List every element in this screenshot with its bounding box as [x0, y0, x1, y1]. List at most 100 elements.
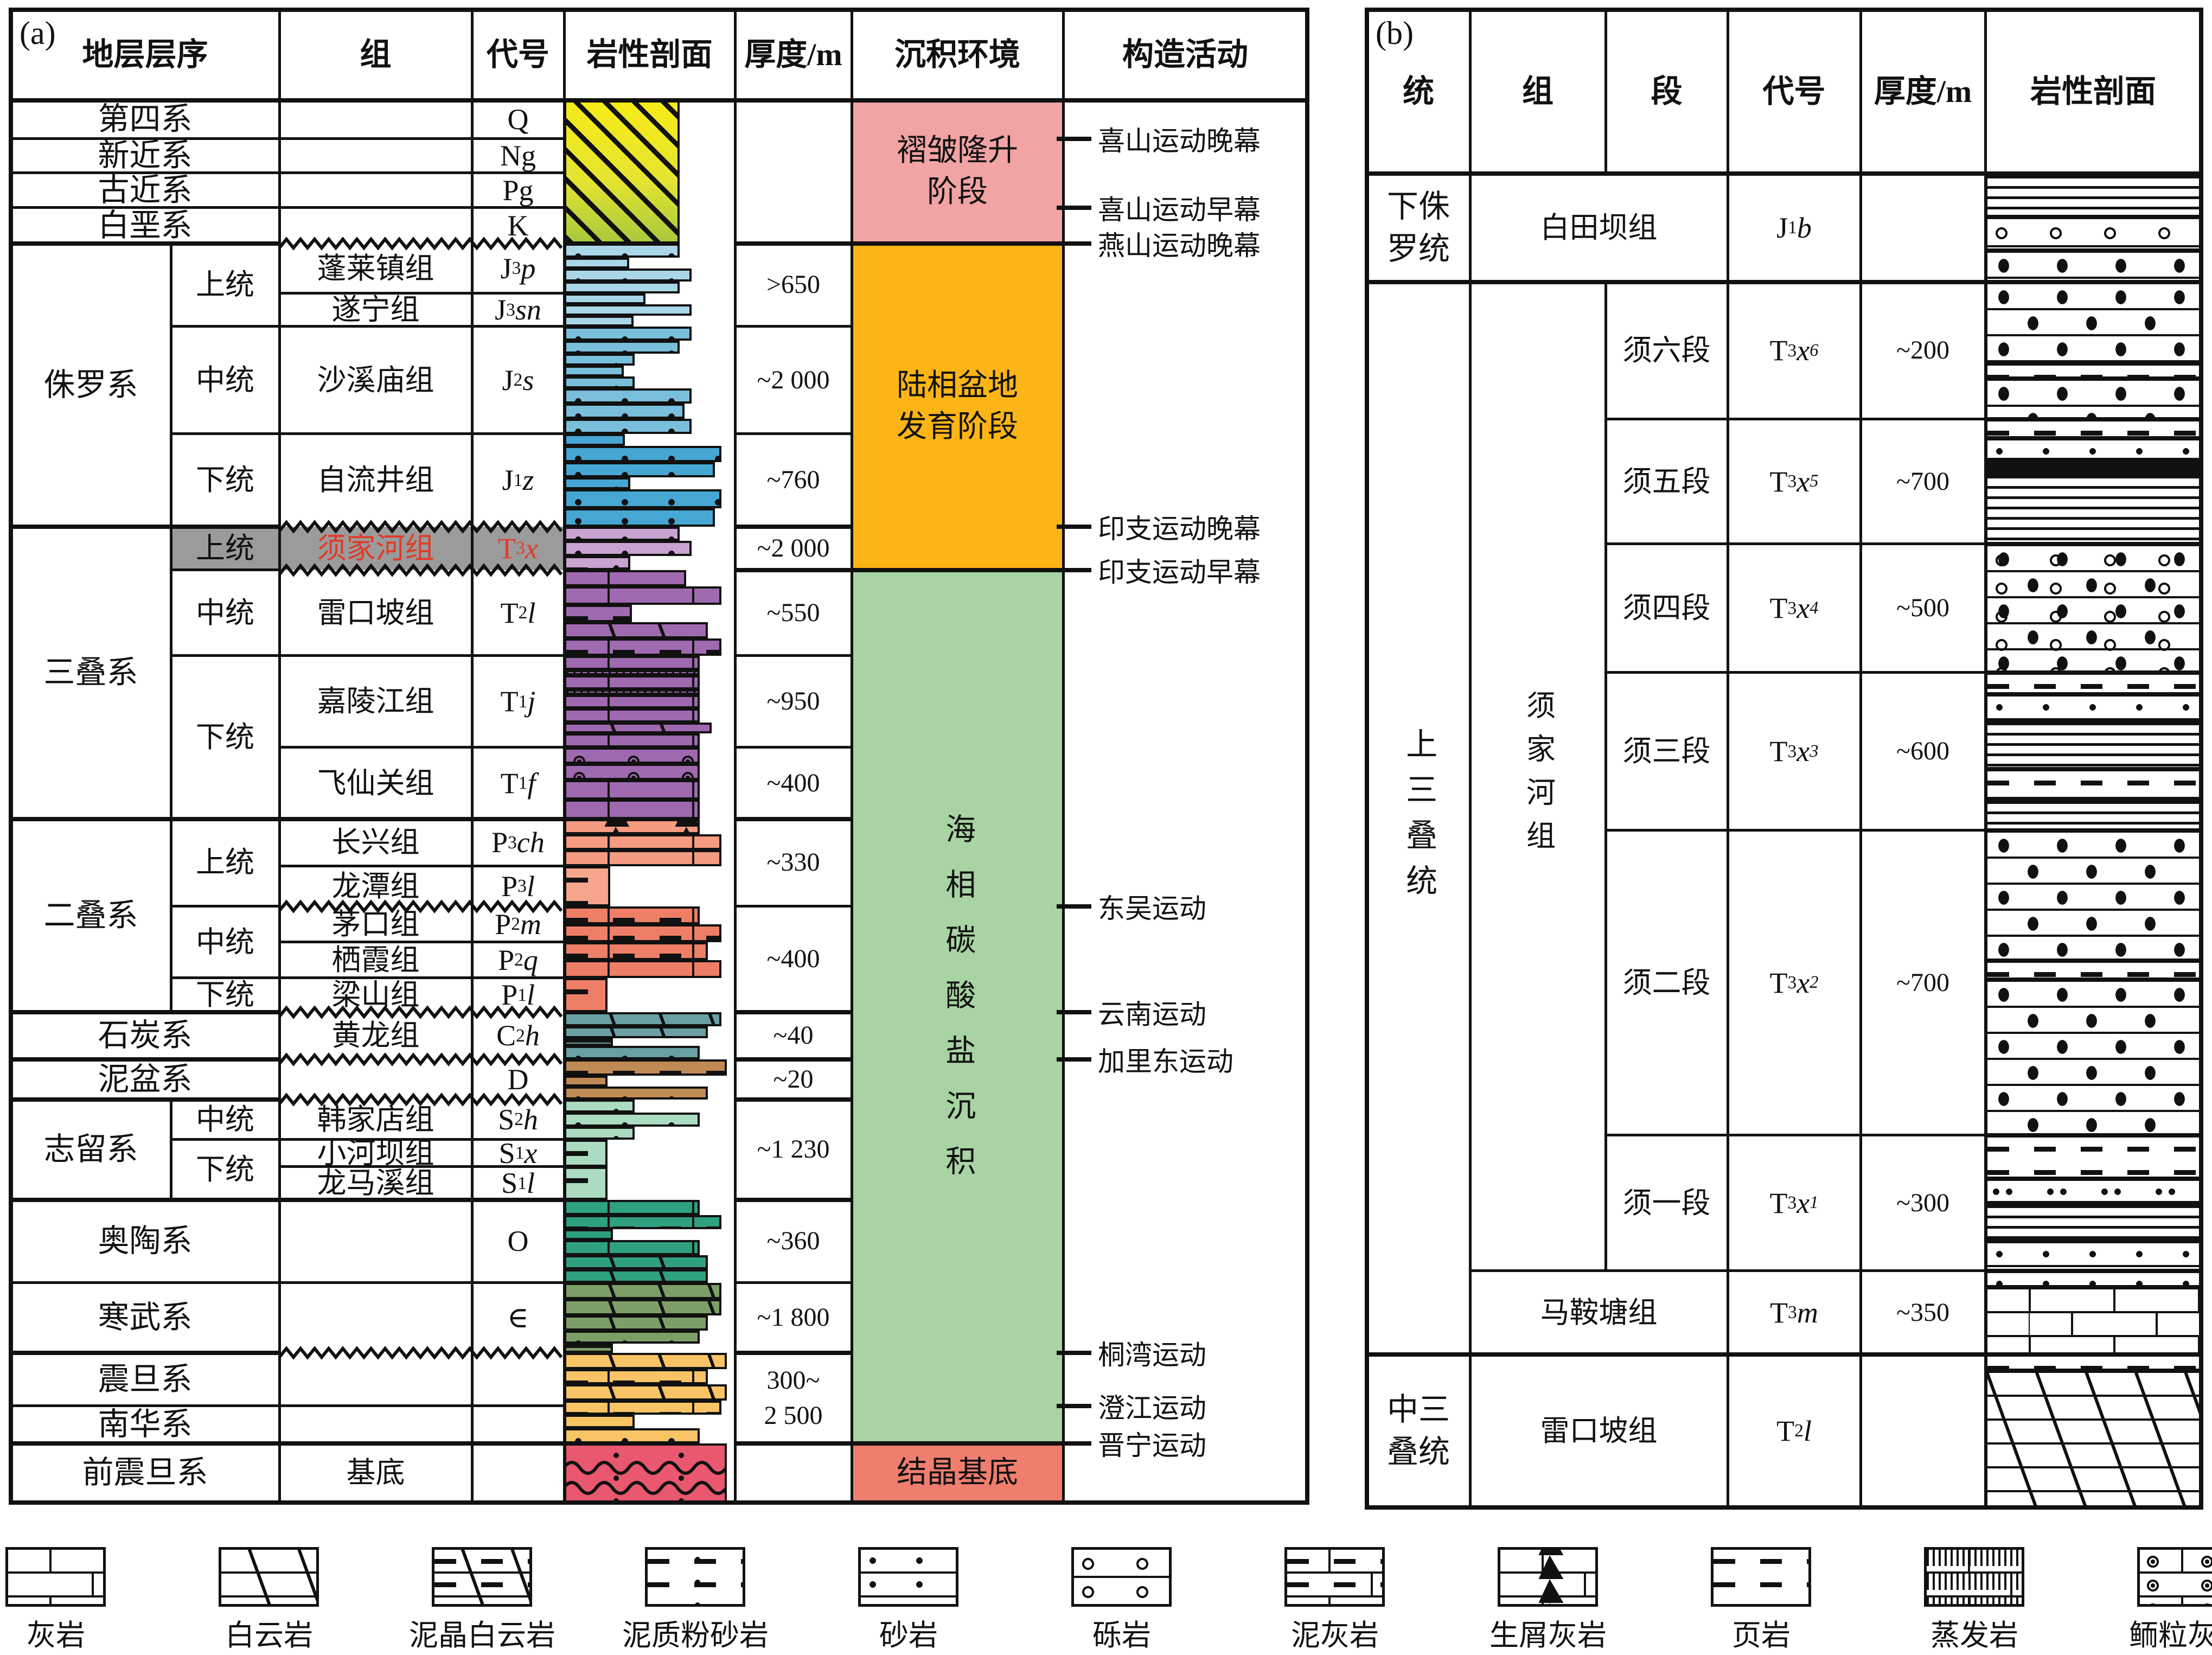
thickness-cell: ~1 230 [757, 1135, 830, 1164]
legend-swatch [858, 1547, 958, 1607]
grid-line-vertical [563, 10, 566, 1503]
series-cell: 中统 [196, 596, 254, 629]
series-cell: 上三叠统 [1401, 727, 1437, 910]
grid-line-vertical [170, 1100, 172, 1200]
grid-line-horizontal [735, 241, 1063, 246]
thickness-cell: ~400 [766, 768, 820, 797]
series-cell: 上统 [196, 532, 254, 565]
grid-line-horizontal [735, 905, 852, 908]
grid-line-horizontal [735, 432, 852, 435]
grid-line-horizontal [11, 1198, 564, 1202]
grid-line-horizontal [11, 525, 279, 529]
legend-swatch [219, 1547, 319, 1607]
tectonic-tick [1057, 1057, 1091, 1062]
legend-swatch [5, 1547, 106, 1607]
legend-label: 砂岩 [879, 1619, 938, 1652]
column-header: 组 [360, 37, 392, 73]
lithology-pattern-brick [8, 1550, 103, 1604]
grid-line-horizontal [11, 171, 564, 174]
tectonic-event-label: 云南运动 [1098, 999, 1206, 1030]
formation-cell: 龙马溪组 [317, 1167, 434, 1200]
grid-line-vertical [851, 10, 853, 1503]
env-stage-label: 结晶基底 [897, 1455, 1018, 1490]
panel-b-tag: (b) [1376, 15, 1414, 51]
column-header: 厚度/m [744, 37, 842, 73]
member-cell: 须五段 [1622, 465, 1711, 498]
grid-line-horizontal [1606, 418, 1985, 420]
grid-line-horizontal [735, 654, 852, 657]
formation-cell: 黄龙组 [331, 1019, 420, 1052]
column-header: 地层层序 [82, 37, 208, 73]
table-frame [1365, 8, 2203, 1510]
legend-label: 蒸发岩 [1930, 1619, 2018, 1652]
system-cell: 第四系 [98, 101, 193, 137]
lithology-pattern-brick [2140, 1550, 2212, 1604]
tectonic-tick [1057, 1404, 1091, 1408]
grid-line-horizontal [1367, 1352, 1985, 1357]
lithology-pattern-brick [1927, 1550, 2022, 1604]
grid-line-horizontal [171, 976, 564, 979]
grid-line-horizontal [279, 746, 564, 749]
lithology-pattern-brick [1287, 1550, 1382, 1604]
system-cell: 新近系 [98, 138, 193, 174]
grid-line-horizontal [171, 905, 279, 908]
wavy-unconformity [279, 1092, 563, 1107]
legend-label: 生屑灰岩 [1489, 1619, 1607, 1652]
system-cell: 二叠系 [43, 897, 138, 933]
code-cell: O [507, 1225, 529, 1258]
basement-wave-icon [566, 1461, 725, 1495]
grid-line-horizontal [735, 1097, 852, 1102]
thickness-cell: ~950 [766, 687, 820, 716]
thickness-cell: ~550 [766, 598, 820, 627]
highlight-row-background [171, 527, 564, 570]
env-stage-label: 海相碳酸盐沉积 [941, 813, 975, 1200]
tectonic-tick [1057, 241, 1091, 246]
system-cell: 奥陶系 [98, 1223, 193, 1259]
tectonic-event-label: 澄江运动 [1098, 1393, 1206, 1423]
legend-swatch [1924, 1547, 2024, 1607]
thickness-cell: ~500 [1896, 593, 1949, 623]
grid-line-vertical [1604, 282, 1607, 1271]
member-cell: 须六段 [1622, 334, 1711, 367]
thickness-cell: 300~ 2 500 [764, 1365, 823, 1430]
legend-swatch [2137, 1547, 2212, 1607]
column-header: 组 [1521, 73, 1553, 109]
grid-line-vertical [1859, 10, 1862, 1507]
thickness-cell: >650 [766, 270, 821, 299]
lithology-pattern-dashdot [648, 1550, 743, 1604]
column-header: 代号 [1762, 73, 1826, 109]
legend-label: 泥灰岩 [1291, 1619, 1379, 1652]
lithology-pattern-sand [861, 1550, 956, 1604]
panel-a-tag: (a) [20, 15, 56, 51]
tectonic-tick [1057, 1010, 1091, 1014]
column-header: 厚度/m [1874, 73, 1972, 109]
formation-cell: 遂宁组 [331, 293, 420, 327]
formation-cell: 自流井组 [317, 464, 434, 497]
formation-cell: 龙潭组 [331, 870, 420, 903]
grid-line-horizontal [1367, 280, 1985, 284]
wavy-unconformity [279, 1005, 563, 1019]
system-cell: 志留系 [43, 1132, 138, 1167]
legend-label: 灰岩 [27, 1619, 85, 1652]
tectonic-event-label: 喜山运动早幕 [1098, 195, 1261, 225]
grid-line-horizontal [735, 746, 852, 749]
column-header: 代号 [486, 37, 549, 73]
code-cell: Ng [500, 139, 536, 172]
system-cell: 震旦系 [98, 1361, 193, 1397]
lithology-pattern-brickslant [221, 1550, 316, 1604]
grid-line-horizontal [279, 292, 564, 295]
grid-line-horizontal [11, 1441, 564, 1446]
grid-line-vertical [471, 10, 474, 1503]
env-block [852, 570, 1063, 1443]
formation-cell: 雷口坡组 [1540, 1414, 1658, 1447]
grid-line-horizontal [171, 1138, 564, 1141]
system-cell: 石炭系 [98, 1018, 193, 1053]
header-divider [1367, 171, 2201, 176]
